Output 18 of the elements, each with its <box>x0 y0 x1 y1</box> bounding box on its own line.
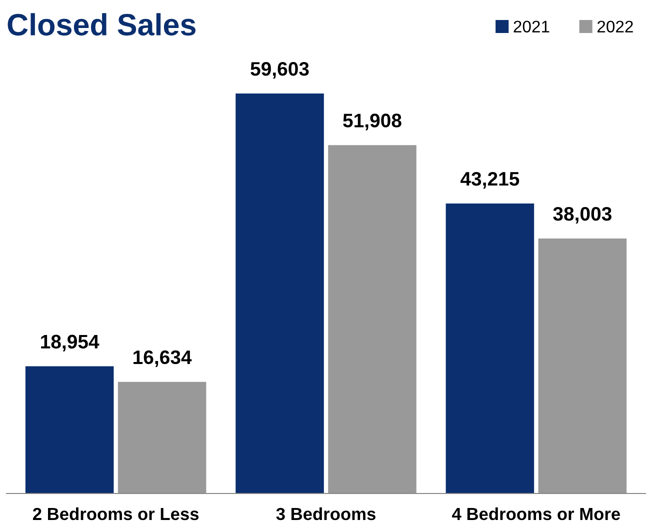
data-label: 38,003 <box>553 206 612 224</box>
bar <box>328 145 416 494</box>
data-label: 51,908 <box>343 114 402 130</box>
data-label: 59,603 <box>250 62 309 79</box>
x-tick-label: 2 Bedrooms or Less <box>32 507 199 520</box>
data-label: 18,954 <box>41 334 100 352</box>
bar <box>118 382 206 494</box>
x-tick-label: 4 Bedrooms or More <box>452 507 620 520</box>
bar <box>538 238 627 494</box>
data-label: 16,634 <box>134 350 192 367</box>
legend-label: 2022 <box>598 20 633 32</box>
data-label: 43,215 <box>460 172 520 189</box>
bar <box>446 203 534 494</box>
bar <box>236 94 324 494</box>
bar <box>25 366 114 494</box>
chart-title: Closed Sales <box>8 13 196 36</box>
legend-label: 2021 <box>514 20 550 32</box>
x-tick-label: 3 Bedrooms <box>276 507 376 520</box>
